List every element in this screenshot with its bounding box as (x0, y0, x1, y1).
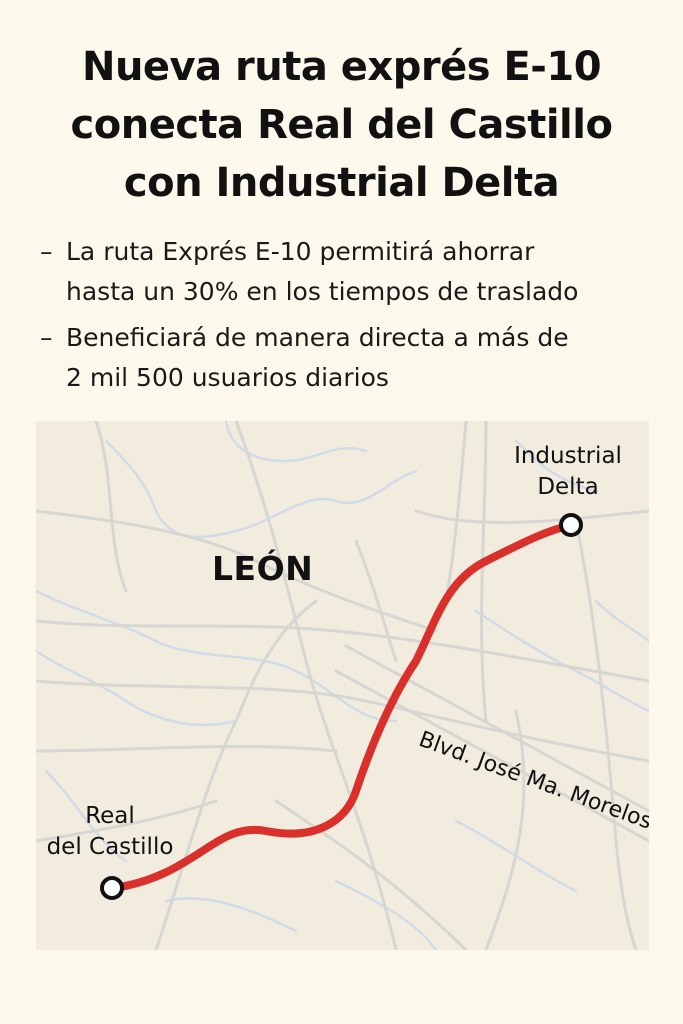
route-map[interactable]: LEÓN Industrial Delta Real del Castillo … (36, 421, 649, 950)
stop-label-industrial-delta: Industrial Delta (498, 441, 638, 503)
road (334, 669, 649, 843)
road (344, 644, 649, 813)
bullet-text-line: 2 mil 500 usuarios diarios (66, 363, 389, 392)
city-label: LEÓN (212, 549, 314, 588)
river (594, 599, 649, 643)
river (36, 649, 238, 727)
road (234, 421, 398, 950)
road (484, 709, 526, 950)
river (224, 421, 368, 463)
bullet-dash: – (40, 323, 53, 352)
headline-line-1: Nueva ruta exprés E-10 (81, 44, 602, 90)
road (480, 421, 488, 723)
road (36, 509, 438, 633)
route-e10[interactable] (110, 521, 575, 892)
road (36, 619, 649, 683)
river (514, 439, 598, 493)
road (414, 509, 649, 525)
bullet-text-line: La ruta Exprés E-10 permitirá ahorrar (66, 237, 535, 266)
bullet-item-users: – Beneficiará de manera directa a más de… (40, 318, 650, 398)
stop-label-line: del Castillo (46, 834, 174, 860)
river (104, 439, 418, 539)
rivers (36, 421, 649, 950)
bullet-list: – La ruta Exprés E-10 permitirá ahorrar … (40, 232, 650, 404)
circle-stop-icon[interactable] (559, 513, 583, 537)
bullet-dash: – (40, 237, 53, 266)
river (164, 897, 298, 933)
bullet-text-line: Beneficiará de manera directa a más de (66, 323, 569, 352)
road (154, 599, 318, 950)
river (474, 609, 649, 713)
bullet-text-line: hasta un 30% en los tiempos de traslado (66, 277, 579, 306)
road (274, 799, 468, 950)
road (36, 679, 649, 763)
circle-stop-icon[interactable] (100, 876, 124, 900)
road (36, 799, 218, 843)
stop-label-line: Real (85, 803, 135, 829)
road (574, 519, 638, 950)
stop-label-line: Delta (537, 474, 599, 500)
headline-line-2: conecta Real del Castillo (70, 102, 613, 148)
road (94, 421, 128, 593)
road (354, 539, 398, 663)
bullet-item-savings: – La ruta Exprés E-10 permitirá ahorrar … (40, 232, 650, 312)
river (44, 769, 128, 863)
roads (36, 421, 649, 950)
map-canvas (36, 421, 649, 950)
road (444, 421, 468, 603)
river (36, 589, 398, 723)
road (36, 745, 338, 753)
headline: Nueva ruta exprés E-10 conecta Real del … (16, 38, 667, 212)
river (334, 879, 438, 950)
stop-label-real-del-castillo: Real del Castillo (36, 801, 184, 863)
stop-label-line: Industrial (514, 443, 622, 469)
headline-line-3: con Industrial Delta (123, 160, 560, 206)
